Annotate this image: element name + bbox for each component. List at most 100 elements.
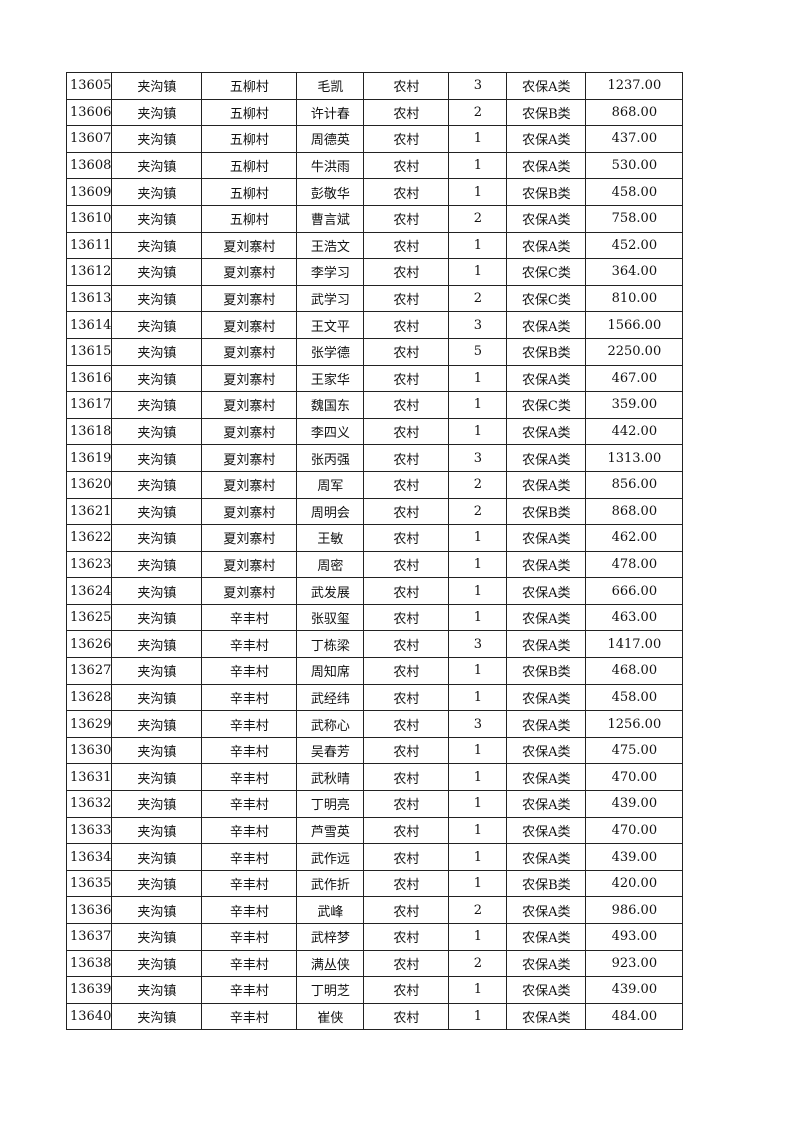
amount-cell: 758.00 [585, 204, 684, 233]
member-count-cell: 1 [448, 976, 508, 1004]
amount-cell: 1237.00 [585, 72, 684, 100]
amount-cell: 475.00 [585, 736, 684, 765]
table-row: 13629 夹沟镇 辛丰村 武称心 农村 3 农保A类 1256.00 [65, 710, 684, 738]
record-id-cell: 13632 [65, 790, 113, 818]
record-id-cell: 13606 [65, 98, 113, 127]
table-row: 13616 夹沟镇 夏刘寨村 王家华 农村 1 农保A类 467.00 [65, 364, 684, 393]
household-type-cell: 农村 [363, 125, 450, 153]
town-cell: 夹沟镇 [111, 258, 203, 286]
member-count-cell: 5 [448, 337, 508, 366]
amount-cell: 868.00 [585, 98, 684, 127]
village-cell: 辛丰村 [201, 790, 298, 818]
insurance-category-cell: 农保A类 [506, 736, 587, 765]
person-name-cell: 周军 [296, 470, 365, 499]
town-cell: 夹沟镇 [111, 98, 203, 127]
insurance-category-cell: 农保B类 [506, 497, 587, 526]
table-row: 13623 夹沟镇 夏刘寨村 周密 农村 1 农保A类 478.00 [65, 550, 684, 579]
member-count-cell: 1 [448, 657, 508, 685]
town-cell: 夹沟镇 [111, 763, 203, 792]
member-count-cell: 1 [448, 843, 508, 871]
amount-cell: 458.00 [585, 178, 684, 206]
amount-cell: 359.00 [585, 391, 684, 419]
table-row: 13608 夹沟镇 五柳村 牛洪雨 农村 1 农保A类 530.00 [65, 151, 684, 180]
household-type-cell: 农村 [363, 630, 450, 659]
person-name-cell: 魏国东 [296, 391, 365, 419]
insurance-category-cell: 农保A类 [506, 949, 587, 978]
table-row: 13621 夹沟镇 夏刘寨村 周明会 农村 2 农保B类 868.00 [65, 497, 684, 526]
village-cell: 夏刘寨村 [201, 444, 298, 472]
member-count-cell: 1 [448, 869, 508, 898]
town-cell: 夹沟镇 [111, 657, 203, 685]
town-cell: 夹沟镇 [111, 524, 203, 552]
household-type-cell: 农村 [363, 311, 450, 339]
insurance-category-cell: 农保A类 [506, 923, 587, 951]
village-cell: 辛丰村 [201, 1002, 298, 1031]
record-id-cell: 13628 [65, 683, 113, 712]
village-cell: 夏刘寨村 [201, 311, 298, 339]
town-cell: 夹沟镇 [111, 710, 203, 738]
insurance-category-cell: 农保A类 [506, 524, 587, 552]
member-count-cell: 1 [448, 763, 508, 792]
village-cell: 夏刘寨村 [201, 417, 298, 446]
record-id-cell: 13610 [65, 204, 113, 233]
amount-cell: 467.00 [585, 364, 684, 393]
village-cell: 辛丰村 [201, 949, 298, 978]
household-type-cell: 农村 [363, 816, 450, 845]
record-id-cell: 13621 [65, 497, 113, 526]
insurance-category-cell: 农保C类 [506, 284, 587, 313]
person-name-cell: 吴春芳 [296, 736, 365, 765]
member-count-cell: 1 [448, 125, 508, 153]
household-type-cell: 农村 [363, 151, 450, 180]
village-cell: 辛丰村 [201, 683, 298, 712]
record-id-cell: 13637 [65, 923, 113, 951]
household-type-cell: 农村 [363, 923, 450, 951]
town-cell: 夹沟镇 [111, 577, 203, 605]
village-cell: 五柳村 [201, 98, 298, 127]
household-type-cell: 农村 [363, 231, 450, 260]
member-count-cell: 2 [448, 497, 508, 526]
table-row: 13626 夹沟镇 辛丰村 丁栋梁 农村 3 农保A类 1417.00 [65, 630, 684, 659]
record-id-cell: 13620 [65, 470, 113, 499]
insurance-category-cell: 农保A类 [506, 630, 587, 659]
member-count-cell: 3 [448, 710, 508, 738]
member-count-cell: 1 [448, 258, 508, 286]
member-count-cell: 2 [448, 896, 508, 924]
town-cell: 夹沟镇 [111, 470, 203, 499]
household-type-cell: 农村 [363, 577, 450, 605]
person-name-cell: 丁明芝 [296, 976, 365, 1004]
table-row: 13605 夹沟镇 五柳村 毛凯 农村 3 农保A类 1237.00 [65, 72, 684, 100]
table-row: 13624 夹沟镇 夏刘寨村 武发展 农村 1 农保A类 666.00 [65, 577, 684, 605]
member-count-cell: 1 [448, 790, 508, 818]
household-type-cell: 农村 [363, 710, 450, 738]
insurance-category-cell: 农保A类 [506, 311, 587, 339]
amount-cell: 439.00 [585, 976, 684, 1004]
town-cell: 夹沟镇 [111, 72, 203, 100]
household-type-cell: 农村 [363, 337, 450, 366]
insurance-category-cell: 农保A类 [506, 151, 587, 180]
town-cell: 夹沟镇 [111, 603, 203, 632]
household-type-cell: 农村 [363, 284, 450, 313]
member-count-cell: 3 [448, 444, 508, 472]
town-cell: 夹沟镇 [111, 683, 203, 712]
insurance-category-cell: 农保A类 [506, 896, 587, 924]
member-count-cell: 3 [448, 311, 508, 339]
amount-cell: 439.00 [585, 843, 684, 871]
town-cell: 夹沟镇 [111, 869, 203, 898]
person-name-cell: 张丙强 [296, 444, 365, 472]
village-cell: 五柳村 [201, 178, 298, 206]
amount-cell: 868.00 [585, 497, 684, 526]
member-count-cell: 1 [448, 178, 508, 206]
table-row: 13634 夹沟镇 辛丰村 武作远 农村 1 农保A类 439.00 [65, 843, 684, 871]
member-count-cell: 1 [448, 231, 508, 260]
village-cell: 辛丰村 [201, 630, 298, 659]
member-count-cell: 1 [448, 736, 508, 765]
record-id-cell: 13614 [65, 311, 113, 339]
household-type-cell: 农村 [363, 763, 450, 792]
amount-cell: 484.00 [585, 1002, 684, 1031]
insurance-category-cell: 农保B类 [506, 337, 587, 366]
town-cell: 夹沟镇 [111, 923, 203, 951]
village-cell: 夏刘寨村 [201, 391, 298, 419]
insurance-category-cell: 农保B类 [506, 657, 587, 685]
member-count-cell: 1 [448, 364, 508, 393]
table-row: 13630 夹沟镇 辛丰村 吴春芳 农村 1 农保A类 475.00 [65, 736, 684, 765]
